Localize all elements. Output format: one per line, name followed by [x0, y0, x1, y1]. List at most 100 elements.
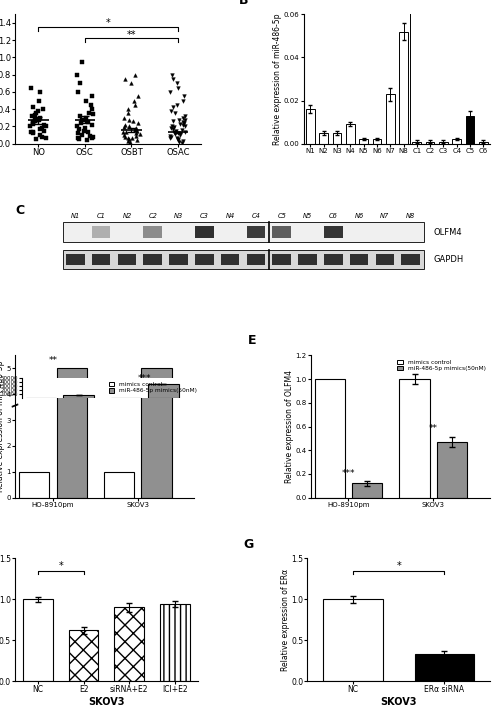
- Point: [181, 127, 189, 138]
- Y-axis label: Relative expression of OLFM4: Relative expression of OLFM4: [285, 370, 294, 483]
- Point: [86, 130, 94, 142]
- Bar: [298, 254, 316, 265]
- Text: *: *: [106, 19, 110, 29]
- Text: N3: N3: [174, 213, 183, 219]
- Point: [82, 95, 90, 106]
- Point: [34, 115, 42, 126]
- Bar: [414, 654, 474, 681]
- Bar: [479, 141, 488, 143]
- Point: [170, 123, 177, 135]
- Point: [124, 108, 132, 119]
- Text: ***: ***: [342, 470, 355, 478]
- Point: [36, 129, 44, 141]
- Bar: [437, 442, 468, 498]
- Text: N2: N2: [122, 213, 132, 219]
- Text: **: **: [126, 29, 136, 39]
- Text: C: C: [15, 204, 24, 217]
- Point: [88, 132, 96, 143]
- Point: [167, 123, 175, 134]
- Point: [178, 124, 186, 136]
- Point: [174, 133, 182, 145]
- Point: [28, 110, 36, 122]
- Bar: [142, 369, 172, 498]
- Point: [130, 95, 138, 106]
- Point: [124, 133, 132, 144]
- Point: [180, 115, 188, 126]
- Text: C4: C4: [252, 213, 260, 219]
- Point: [74, 128, 82, 139]
- Point: [134, 90, 142, 102]
- Point: [168, 120, 176, 132]
- Point: [78, 56, 86, 67]
- Point: [78, 129, 86, 141]
- Point: [171, 108, 179, 119]
- Point: [122, 131, 130, 143]
- Text: *: *: [396, 561, 401, 571]
- Point: [180, 90, 188, 102]
- Point: [133, 135, 141, 146]
- Point: [120, 112, 128, 123]
- Point: [31, 113, 39, 124]
- Bar: [195, 227, 214, 238]
- Bar: [466, 115, 474, 143]
- Bar: [62, 222, 424, 242]
- Point: [128, 132, 136, 143]
- Bar: [452, 139, 461, 143]
- Point: [175, 136, 183, 148]
- Bar: [350, 254, 368, 265]
- Point: [34, 105, 42, 117]
- Point: [132, 123, 140, 134]
- Point: [168, 131, 175, 143]
- Bar: [324, 599, 382, 681]
- Point: [176, 129, 184, 141]
- Bar: [352, 483, 382, 498]
- Point: [74, 123, 82, 135]
- Bar: [272, 254, 291, 265]
- Bar: [386, 94, 394, 143]
- Y-axis label: Relative expression of ERα: Relative expression of ERα: [280, 569, 289, 671]
- Bar: [399, 32, 408, 143]
- Point: [29, 118, 37, 129]
- Text: *: *: [58, 561, 63, 571]
- Point: [36, 112, 44, 123]
- Legend: mimics control, miR-486-5p mimics(50nM): mimics control, miR-486-5p mimics(50nM): [108, 381, 198, 394]
- Point: [173, 133, 181, 144]
- Text: C1: C1: [96, 213, 106, 219]
- Text: N7: N7: [380, 213, 390, 219]
- Bar: [66, 254, 84, 265]
- Point: [82, 112, 90, 123]
- Bar: [272, 227, 291, 238]
- Point: [29, 116, 37, 128]
- Point: [78, 115, 86, 126]
- Point: [86, 107, 94, 118]
- Point: [181, 120, 189, 131]
- Text: **: **: [48, 356, 57, 365]
- Text: C6: C6: [329, 213, 338, 219]
- Point: [30, 118, 38, 130]
- Bar: [68, 630, 98, 681]
- Point: [32, 133, 40, 145]
- Point: [26, 120, 34, 132]
- Point: [84, 126, 92, 138]
- Point: [76, 133, 84, 145]
- Point: [88, 131, 96, 143]
- Point: [124, 114, 132, 125]
- Text: C3: C3: [200, 213, 209, 219]
- Point: [26, 82, 34, 93]
- Bar: [170, 254, 188, 265]
- Bar: [314, 379, 344, 498]
- Bar: [23, 599, 52, 681]
- Point: [32, 108, 40, 119]
- Bar: [114, 607, 144, 681]
- Point: [124, 136, 132, 147]
- Point: [132, 99, 140, 110]
- Point: [130, 115, 138, 127]
- Point: [132, 130, 140, 142]
- Bar: [118, 254, 136, 265]
- Bar: [64, 395, 94, 398]
- Y-axis label: Relative expression of miR-486-5p: Relative expression of miR-486-5p: [274, 13, 282, 145]
- Point: [27, 126, 35, 138]
- Point: [31, 110, 39, 121]
- Point: [88, 119, 96, 130]
- Point: [179, 112, 187, 123]
